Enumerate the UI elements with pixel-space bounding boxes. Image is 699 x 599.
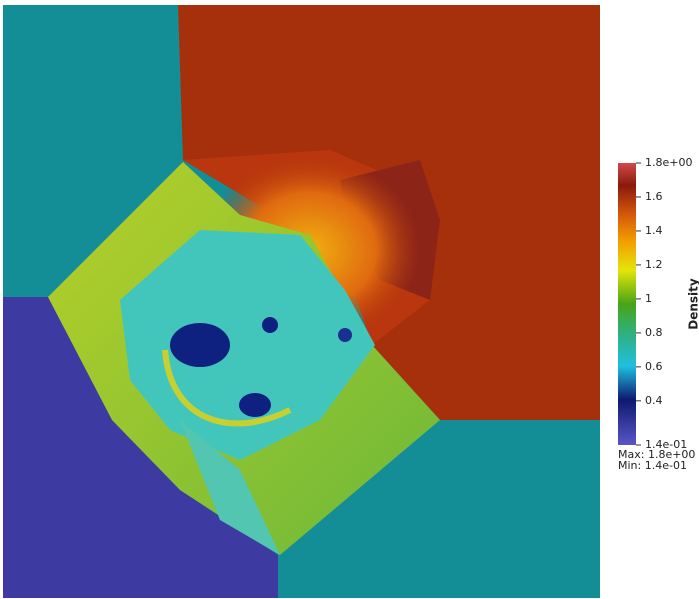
tick-label: 1.4 (645, 224, 663, 237)
colorbar-title: Density (687, 278, 699, 330)
tick-label: 1.2 (645, 258, 663, 271)
tick-label: 0.4 (645, 394, 663, 407)
tick-label: 1.8e+00 (645, 156, 692, 169)
tick-label: 1.4e-01 (645, 438, 687, 451)
tick-label: 1 (645, 292, 652, 305)
colorbar: Density Max: 1.8e+00 Min: 1.4e-01 1.8e+0… (618, 156, 699, 472)
tick-label: 1.6 (645, 190, 663, 203)
density-field (3, 5, 600, 598)
viewer: Density Max: 1.8e+00 Min: 1.4e-01 1.8e+0… (0, 0, 699, 599)
min-label: Min: 1.4e-01 (618, 459, 687, 472)
colorbar-gradient (618, 163, 636, 445)
tick-label: 0.6 (645, 360, 663, 373)
tick-label: 0.8 (645, 326, 663, 339)
